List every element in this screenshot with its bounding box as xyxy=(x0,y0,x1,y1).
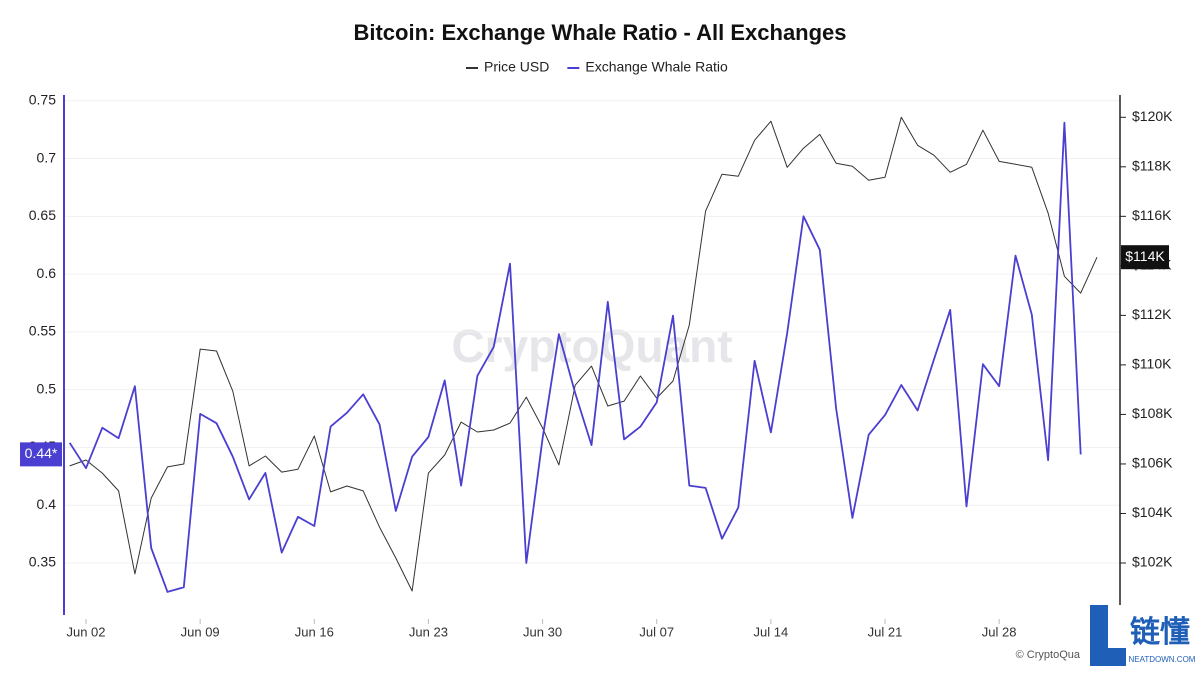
y-tick-label: 0.6 xyxy=(37,265,57,281)
logo-subtext: NEATDOWN.COM xyxy=(1129,655,1196,664)
y-tick-label: 0.35 xyxy=(29,554,56,570)
x-tick-label: Jul 14 xyxy=(754,624,789,639)
x-tick-label: Jul 07 xyxy=(639,624,674,639)
x-tick-label: Jun 30 xyxy=(523,624,562,639)
y-tick-label: 0.7 xyxy=(37,149,57,165)
y-tick-label: 0.4 xyxy=(37,496,57,512)
watermark: CryptoQuant xyxy=(451,320,732,372)
x-tick-label: Jul 21 xyxy=(868,624,903,639)
chart-title: Bitcoin: Exchange Whale Ratio - All Exch… xyxy=(353,20,846,45)
current-value-box xyxy=(1121,245,1169,270)
y2-tick-label: $104K xyxy=(1132,504,1173,520)
series-line xyxy=(68,121,1082,593)
y2-tick-label: $116K xyxy=(1132,207,1172,223)
x-tick-label: Jun 02 xyxy=(66,624,105,639)
legend-label: Exchange Whale Ratio xyxy=(585,59,728,75)
y-tick-label: 0.65 xyxy=(29,207,56,223)
x-tick-label: Jun 09 xyxy=(181,624,220,639)
current-value-label: $114K xyxy=(1125,248,1165,264)
logo-text: 链懂 xyxy=(1130,615,1190,649)
y2-tick-label: $110K xyxy=(1132,356,1172,372)
y2-tick-label: $102K xyxy=(1132,554,1173,570)
y2-tick-label: $118K xyxy=(1132,158,1172,174)
y-tick-label: 0.75 xyxy=(29,91,56,107)
y-tick-label: 0.5 xyxy=(37,380,57,396)
current-value-label: 0.44* xyxy=(25,445,58,461)
current-value-box xyxy=(20,442,62,467)
x-tick-label: Jul 28 xyxy=(982,624,1017,639)
logo-shape xyxy=(1090,605,1126,666)
source: © CryptoQua xyxy=(1016,649,1081,661)
x-tick-label: Jun 23 xyxy=(409,624,448,639)
y2-tick-label: $108K xyxy=(1132,405,1173,421)
logo: 链懂 NEATDOWN.COM xyxy=(1090,605,1196,666)
y2-tick-label: $112K xyxy=(1132,306,1172,322)
y2-tick-label: $106K xyxy=(1132,455,1173,471)
y2-tick-label: $120K xyxy=(1132,108,1173,124)
series-line xyxy=(69,116,1098,592)
y-tick-label: 0.55 xyxy=(29,323,56,339)
x-tick-label: Jun 16 xyxy=(295,624,334,639)
legend-label: Price USD xyxy=(484,59,549,75)
